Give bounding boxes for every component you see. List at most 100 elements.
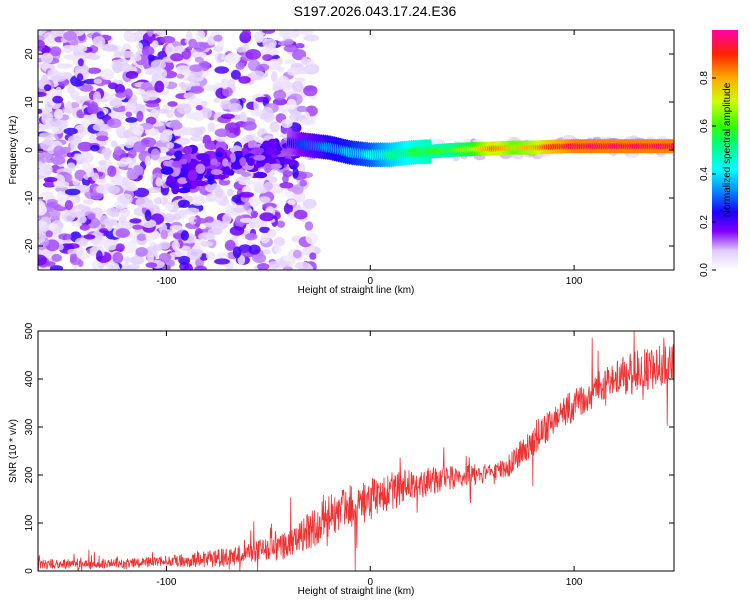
spectrogram-cell (51, 156, 66, 165)
spectrogram-cell (103, 239, 118, 251)
spectrogram-ytick-label: -20 (24, 238, 35, 253)
spectrogram-cell (160, 166, 174, 175)
spectrogram-cell (264, 162, 272, 173)
spectrogram-cell (185, 31, 193, 41)
spectrogram-cell (123, 130, 131, 139)
spectrogram-cell (250, 210, 259, 218)
spectrogram-cell (49, 46, 62, 57)
spectrogram-cell (276, 220, 285, 228)
spectrogram-cell (162, 160, 172, 167)
spectrogram-cell (195, 30, 205, 41)
spectrogram-cell (158, 108, 170, 114)
spectrogram-cell (186, 112, 202, 120)
spectrogram-cell (114, 83, 126, 95)
spectrogram-cell (151, 40, 159, 49)
spectrogram-cell (210, 169, 223, 175)
spectrogram-cell (123, 88, 133, 99)
spectrogram-cell (220, 166, 231, 175)
spectrogram-cell (232, 246, 242, 259)
spectrogram-cell (241, 171, 251, 177)
spectrogram-cell (86, 213, 96, 220)
spectrogram-cell (180, 127, 196, 136)
spectrogram-cell (257, 263, 270, 270)
spectrogram-cell (97, 262, 105, 269)
spectrogram-cell (277, 40, 290, 47)
spectrogram-cell (217, 174, 226, 180)
spectrogram-cell (123, 30, 135, 42)
spectrogram-cell (188, 216, 198, 225)
spectrogram-cell (64, 188, 81, 196)
spectrogram-cell (283, 32, 297, 38)
spectrogram-cell (86, 54, 101, 60)
spectrogram-cell (292, 167, 299, 179)
spectrogram-cell (141, 45, 155, 57)
spectrogram-cell (66, 152, 75, 158)
colorbar-tick-label: 0.0 (699, 263, 710, 277)
spectrogram-cell (261, 249, 271, 255)
spectrogram-cell (172, 232, 181, 239)
snr-ytick-label: 300 (24, 418, 35, 435)
spectrogram-cell (175, 65, 191, 74)
spectrogram-cell (178, 255, 191, 265)
spectrogram-cell (214, 66, 229, 74)
spectrogram-cell (56, 63, 73, 69)
spectrogram-cell (129, 218, 142, 224)
spectrogram-cell (242, 121, 257, 131)
spectrogram-cell (240, 138, 248, 144)
spectrogram-cell (204, 84, 217, 92)
spectrogram-cell (144, 199, 154, 210)
snr-xtick-label: -100 (156, 577, 176, 588)
spectrogram-cell (237, 254, 246, 266)
spectrogram-cell (70, 140, 77, 152)
spectrogram-cell (291, 184, 304, 195)
spectrogram-cell (96, 135, 109, 142)
spectrogram-cell (136, 42, 143, 51)
spectrogram-cell (180, 230, 189, 241)
spectrogram-cell (207, 175, 215, 185)
spectrogram-cell (186, 248, 202, 260)
spectrogram-cell (177, 187, 191, 194)
colorbar: 0.0 0.2 0.4 0.6 0.8 Normalized spectral ampl… (699, 30, 738, 277)
spectrogram-cell (278, 106, 291, 113)
spectrogram-cell (82, 30, 96, 34)
spectrogram-cell (125, 117, 138, 123)
spectrogram-cell (113, 50, 122, 60)
spectrogram-cell (160, 229, 168, 240)
spectrogram-cell (236, 46, 246, 53)
spectrogram-cell (247, 140, 254, 149)
spectrogram-cell (247, 59, 261, 72)
spectrogram-cell (38, 152, 45, 160)
spectrogram-cell (92, 36, 106, 48)
spectrogram-cell (145, 262, 158, 268)
spectrogram-cell (107, 185, 121, 195)
spectrogram-cell (176, 73, 185, 79)
spectrogram-cell (50, 75, 67, 82)
spectrogram-cell (229, 153, 236, 163)
spectrogram-cell (38, 63, 52, 69)
spectrogram-cell (114, 221, 130, 231)
spectrogram-cell (248, 196, 261, 207)
spectrogram-cell (114, 146, 122, 156)
spectrogram-cell (267, 228, 277, 238)
spectrogram-cell (182, 145, 193, 155)
spectrogram-cell (77, 141, 94, 152)
spectrogram-cell (268, 261, 280, 269)
spectrogram-cell (106, 222, 113, 232)
spectrogram-cell (93, 91, 102, 104)
spectrogram-cell (226, 79, 236, 88)
spectrogram-cell (69, 211, 86, 218)
spectrogram-cell (258, 196, 271, 204)
spectrogram-cell (145, 102, 160, 108)
spectrogram-cell (291, 81, 304, 93)
spectrogram-cell (178, 209, 189, 216)
spectrogram-cell (187, 75, 197, 83)
spectrogram-cell (133, 187, 150, 198)
spectrogram-cell (44, 136, 55, 145)
spectrogram-cell (38, 108, 43, 114)
spectrogram-cell (220, 113, 235, 120)
spectrogram-cell (249, 70, 266, 81)
spectrogram-cell (109, 265, 121, 270)
spectrogram-cell (120, 50, 134, 58)
spectrogram-xtick-label: 0 (367, 276, 373, 287)
